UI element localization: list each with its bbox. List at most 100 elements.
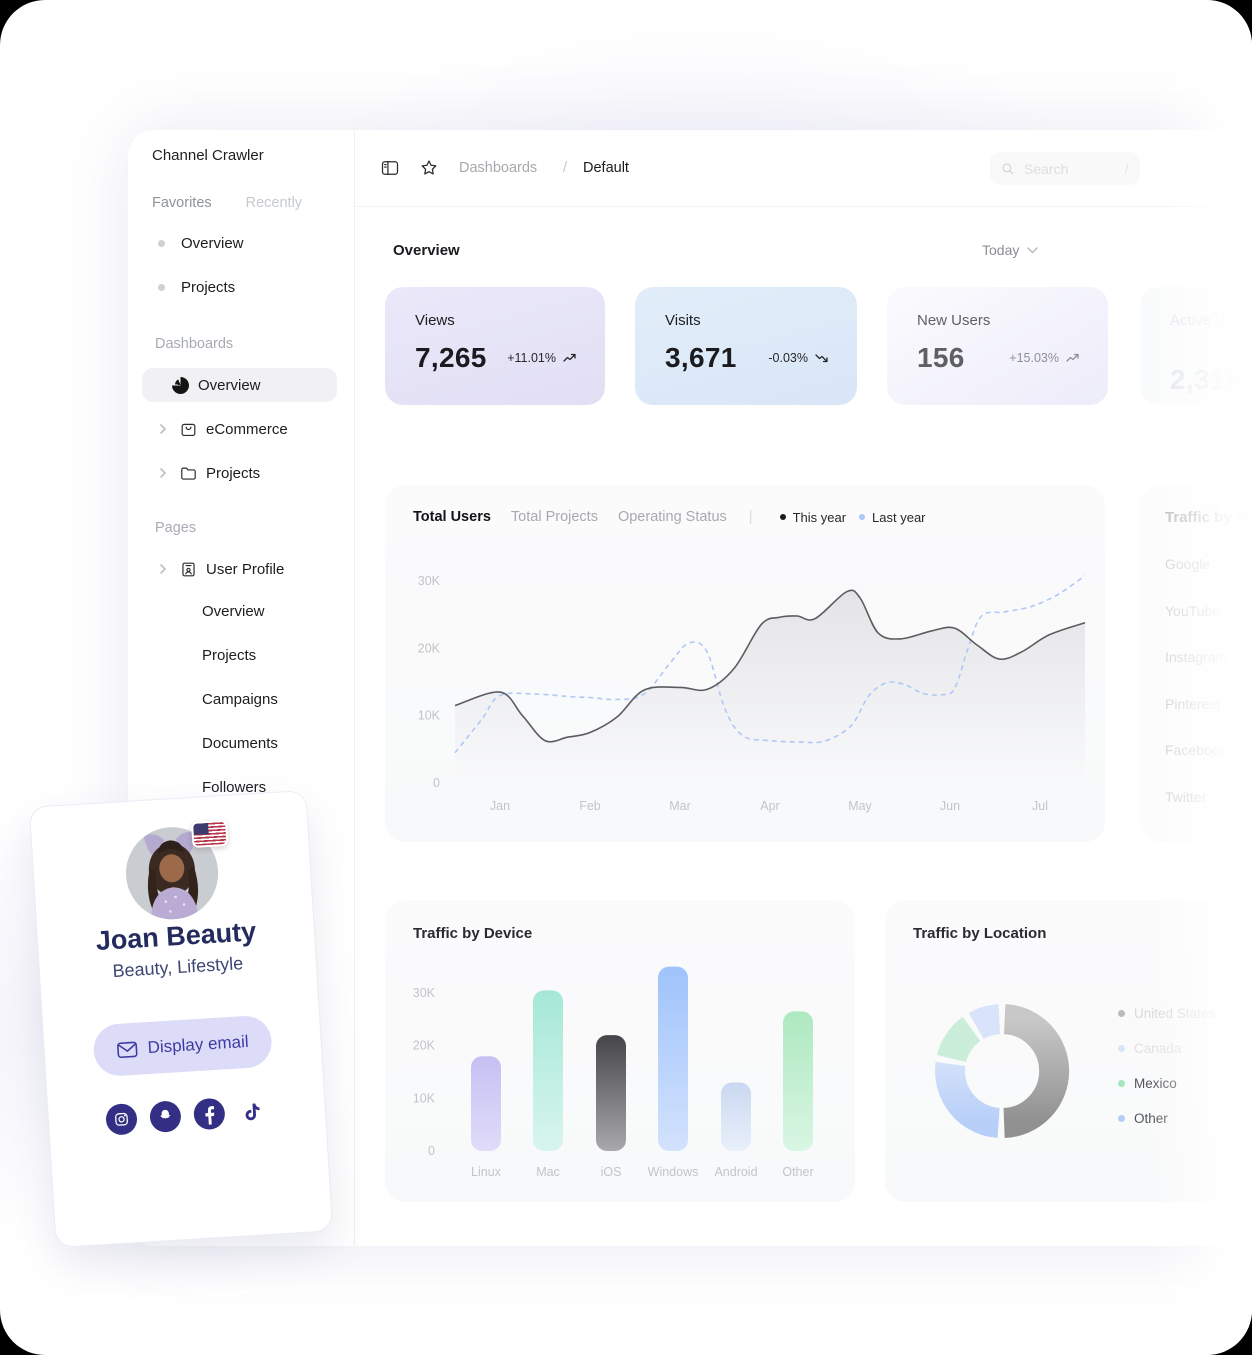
bullet-dot-icon [158,240,165,247]
page-title: Overview [393,242,460,259]
card-title: Traffic by Device [413,925,533,942]
sidebar-tabs: Favorites Recently [152,195,302,211]
sidebar-item-overview-fav[interactable]: Overview [158,235,244,252]
legend-dot [859,514,866,520]
trend-down-icon [815,354,828,363]
stat-label: Views [415,312,455,329]
divider: | [748,509,753,525]
svg-text:10K: 10K [418,709,441,723]
sidebar-item-label: Overview [181,235,244,252]
bullet-dot-icon [158,284,165,291]
stat-value: 7,265 [415,342,487,373]
profile-card: Joan Beauty Beauty, Lifestyle Display em… [28,789,334,1249]
stat-card-new-users: New Users 156 +15.03% [887,287,1108,405]
website-item-youtube[interactable]: YouTube [1165,603,1221,619]
sidebar-item-projects-fav[interactable]: Projects [158,279,235,296]
legend-label: Last year [872,509,926,525]
pie-chart-icon [172,376,189,394]
legend-last-year[interactable]: Last year [859,509,926,525]
sidebar-subitem-projects[interactable]: Projects [202,647,257,664]
stat-card-active-users: Active Users 2,318 [1140,287,1252,405]
tab-total-users[interactable]: Total Users [413,509,491,525]
sidebar-subitem-campaigns[interactable]: Campaigns [202,691,278,708]
search-icon [1000,161,1015,176]
sidebar-item-projects-dashboard[interactable]: Projects [128,456,354,490]
folder-icon [179,464,198,483]
stat-delta: +15.03% [1009,351,1080,365]
sidebar-item-overview-dashboard[interactable]: Overview [142,368,337,402]
website-item-pinterest[interactable]: Pinterest [1165,696,1221,712]
stat-label: Active Users [1170,312,1252,329]
svg-text:0: 0 [433,776,440,790]
website-item-google[interactable]: Google [1165,556,1211,572]
traffic-by-device-card: Traffic by Device 0 10K 20K 30K Linux Mac iOS W… [385,900,855,1202]
traffic-by-website-panel: Traffic by Website Google YouTube Instag… [1140,485,1252,842]
instagram-icon[interactable] [104,1102,138,1136]
tab-operating-status[interactable]: Operating Status [617,509,727,525]
website-item-twitter[interactable]: Twitter [1165,789,1207,805]
search-input[interactable] [1022,159,1118,178]
legend-dot [779,514,786,520]
svg-text:10K: 10K [413,1091,436,1105]
traffic-by-location-donut-chart [935,1004,1070,1138]
sidebar: Channel Crawler Favorites Recently Overv… [128,130,355,1246]
envelope-icon [116,1041,138,1058]
svg-text:Apr: Apr [760,799,779,813]
stat-delta: -0.03% [768,351,829,365]
trend-up-icon [1066,353,1079,362]
svg-text:30K: 30K [418,574,441,588]
tab-favorites[interactable]: Favorites [152,195,212,211]
sidebar-item-label: eCommerce [206,420,288,438]
svg-text:Jul: Jul [1032,799,1048,813]
stat-value: 2,318 [1170,364,1242,395]
snapchat-icon[interactable] [148,1100,182,1134]
tiktok-icon[interactable] [236,1095,269,1128]
chevron-right-icon [156,562,170,576]
website-item-instagram[interactable]: Instagram [1165,649,1228,665]
sidebar-item-user-profile[interactable]: User Profile [128,552,354,586]
svg-text:May: May [848,799,872,813]
svg-text:20K: 20K [418,641,441,655]
svg-text:Mar: Mar [669,799,691,813]
date-range-label: Today [982,242,1020,258]
svg-text:iOS: iOS [601,1165,622,1179]
date-range-dropdown[interactable]: Today [982,242,1039,258]
trend-up-icon [563,353,576,362]
stat-value: 156 [917,342,965,373]
total-users-line-chart: 0 10K 20K 30K Jan Feb Mar Apr May Jun Jul [418,574,1086,813]
tab-recently[interactable]: Recently [245,195,303,211]
legend-mexico: Mexico [1118,1072,1215,1094]
sidebar-subitem-overview[interactable]: Overview [202,603,265,620]
traffic-by-location-card: Traffic by Location United States Canada… [885,900,1252,1202]
svg-text:Jun: Jun [940,799,960,813]
search-shortcut-hint: / [1125,161,1129,176]
facebook-icon[interactable] [192,1097,226,1131]
tab-total-projects[interactable]: Total Projects [510,509,598,525]
search-box: / [990,152,1140,185]
svg-text:Other: Other [782,1165,813,1179]
sidebar-item-label: Overview [198,376,261,394]
sidebar-subitem-followers[interactable]: Followers [202,779,267,796]
avatar [123,824,221,922]
location-legend: United States Canada Mexico Other [1118,1002,1215,1142]
display-email-button[interactable]: Display email [92,1014,274,1078]
sidebar-subitem-documents[interactable]: Documents [202,735,278,752]
sidebar-toggle-icon[interactable] [380,158,400,178]
legend-other: Other [1118,1107,1215,1129]
stat-card-views: Views 7,265 +11.01% [385,287,605,405]
website-item-facebook[interactable]: Facebook [1165,742,1227,758]
svg-text:20K: 20K [413,1039,436,1053]
star-icon[interactable] [419,158,439,178]
stat-value: 3,671 [665,342,737,373]
svg-text:Linux: Linux [471,1165,502,1179]
us-flag-badge [190,819,229,848]
breadcrumb-section[interactable]: Dashboards [459,160,538,176]
breadcrumb-separator: / [563,160,568,176]
sidebar-item-ecommerce[interactable]: eCommerce [128,412,354,446]
sidebar-item-label: Projects [181,279,236,296]
legend-this-year[interactable]: This year [779,510,846,525]
breadcrumb-page[interactable]: Default [583,160,629,176]
traffic-by-device-bar-chart: 0 10K 20K 30K Linux Mac iOS Windows Android Other [413,966,814,1179]
stat-label: Visits [665,312,701,329]
